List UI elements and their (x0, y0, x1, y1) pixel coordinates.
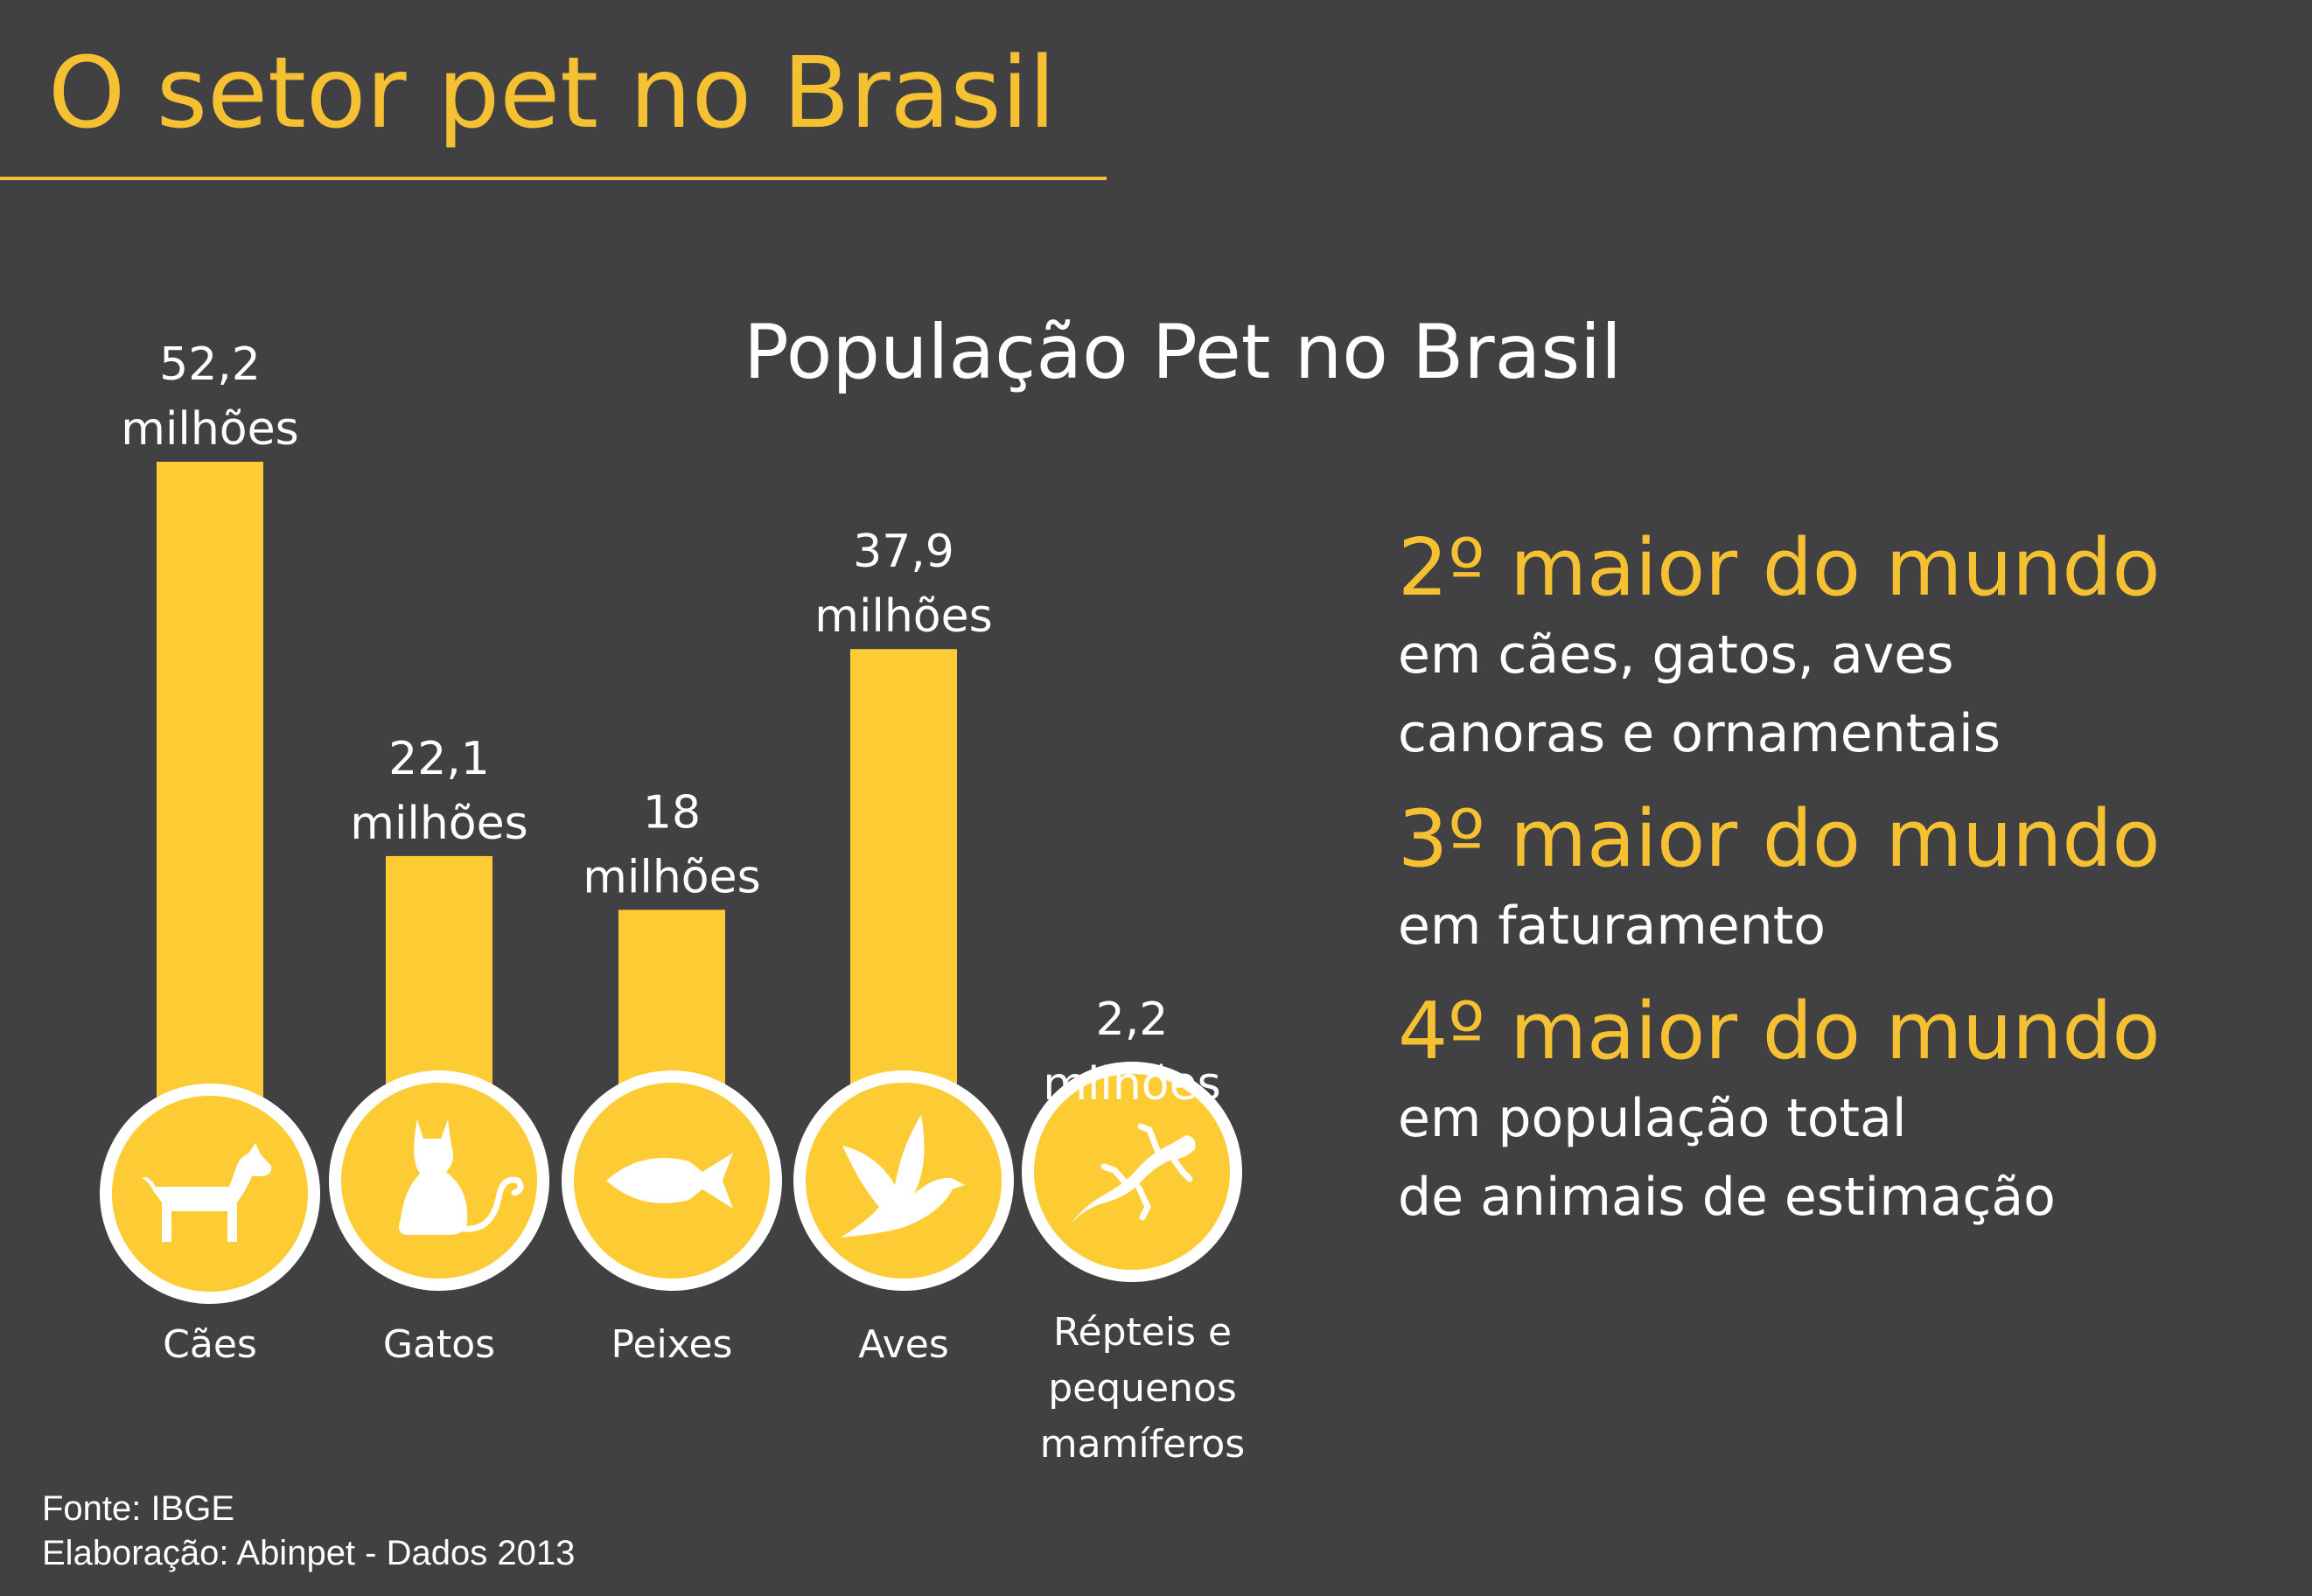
category-label: Aves (858, 1322, 949, 1367)
value-unit-label: milhões (121, 403, 298, 456)
category-label: mamíferos (1040, 1422, 1245, 1467)
value-label: 2,2 (1096, 993, 1169, 1046)
value-label: 52,2 (159, 338, 261, 391)
fact-ranking-1: 2º maior do mundo em cães, gatos, aves c… (1398, 521, 2290, 773)
category-label: pequenos (1048, 1366, 1237, 1411)
population-bar-chart: 52,2 milhões Cães 22,1 milhões Gatos 18 milhões… (100, 338, 1245, 1467)
chart-title: População Pet no Brasil (744, 309, 1622, 396)
labels-layer: 52,2 milhões Cães 22,1 milhões Gatos 18 milhões… (121, 338, 1245, 1467)
fact-description-line: em faturamento (1398, 896, 1826, 957)
value-unit-label: milhões (583, 851, 760, 903)
fact-ranking-3: 4º maior do mundo em população total de … (1398, 985, 2290, 1237)
value-label: 18 (643, 786, 701, 839)
category-label: Cães (163, 1322, 257, 1367)
fact-headline: 3º maior do mundo (1398, 793, 2161, 885)
source-note: Fonte: IBGE Elaboração: Abinpet - Dados … (42, 1487, 575, 1576)
category-label: Peixes (611, 1322, 733, 1367)
fish-icon (562, 1070, 782, 1291)
fact-description-line: canoras e ornamentais (1398, 703, 2001, 764)
icons-layer (100, 1062, 1242, 1304)
page-title: O setor pet no Brasil (48, 37, 1056, 150)
value-unit-label: milhões (350, 798, 527, 850)
fact-description-line: em população total (1398, 1088, 1907, 1149)
dog-icon (100, 1084, 320, 1304)
title-divider (0, 177, 1107, 180)
fact-headline: 4º maior do mundo (1398, 986, 2161, 1077)
fact-ranking-2: 3º maior do mundo em faturamento (1398, 792, 2290, 965)
value-unit-label: milhões (814, 590, 992, 643)
lizard-icon (1022, 1062, 1242, 1282)
value-unit-label: milhões (1043, 1058, 1220, 1111)
cat-icon (329, 1070, 549, 1291)
value-label: 22,1 (388, 733, 490, 785)
bird-icon (793, 1070, 1014, 1291)
facts-panel: 2º maior do mundo em cães, gatos, aves c… (1398, 521, 2290, 1256)
fact-description-line: em cães, gatos, aves (1398, 624, 1954, 686)
fact-description-line: de animais de estimação (1398, 1167, 2056, 1228)
source-line: Fonte: IBGE (42, 1489, 235, 1528)
category-label: Gatos (383, 1322, 495, 1367)
bar-1 (157, 462, 263, 1163)
value-label: 37,9 (853, 526, 954, 578)
category-label: Répteis e (1053, 1310, 1232, 1355)
fact-headline: 2º maior do mundo (1398, 522, 2161, 614)
credit-line: Elaboração: Abinpet - Dados 2013 (42, 1533, 576, 1572)
